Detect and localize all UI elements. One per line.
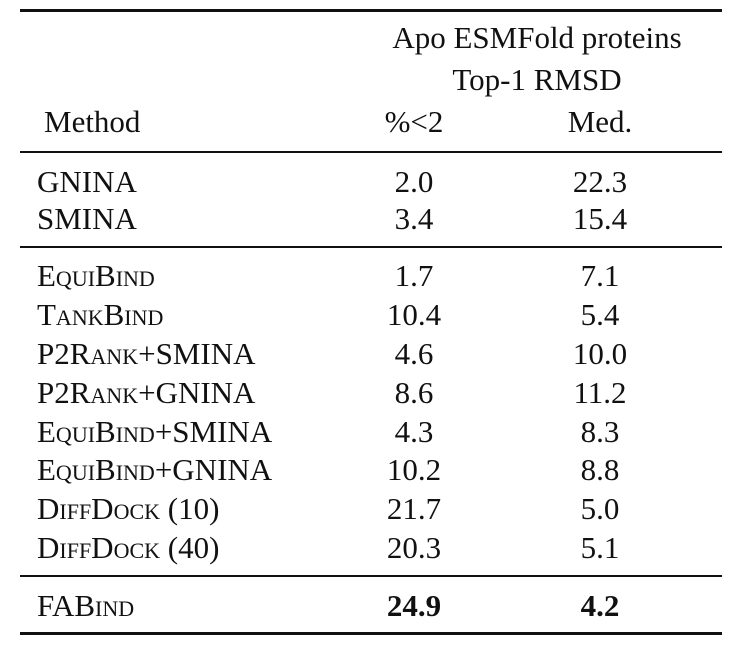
row-med: 8.3 [580, 414, 620, 449]
row-med: 11.2 [573, 375, 627, 410]
row-med: 5.4 [580, 297, 620, 332]
row-pct: 4.6 [394, 336, 434, 371]
row-method: P2Rank+SMINA [37, 336, 256, 371]
row-med: 8.8 [580, 452, 620, 487]
bottom-rule [20, 632, 722, 635]
group-subtitle: Top-1 RMSD [452, 62, 622, 97]
row-pct: 10.2 [386, 452, 442, 487]
row-med: 10.0 [572, 336, 628, 371]
group-rule [20, 246, 722, 248]
row-med: 15.4 [572, 201, 628, 236]
row-pct: 3.4 [394, 201, 434, 236]
row-method: GNINA [37, 164, 137, 199]
row-pct: 2.0 [394, 164, 434, 199]
row-pct: 4.3 [394, 414, 434, 449]
row-method: SMINA [37, 201, 137, 236]
row-med: 22.3 [572, 164, 628, 199]
group-rule [20, 575, 722, 577]
row-pct: 24.9 [386, 588, 442, 623]
header-rule [20, 151, 722, 153]
row-med: 5.1 [580, 530, 620, 565]
row-pct: 1.7 [394, 258, 434, 293]
row-pct: 10.4 [386, 297, 442, 332]
row-pct: 21.7 [386, 491, 442, 526]
row-method: FABind [37, 588, 135, 623]
row-method: EquiBind [37, 258, 155, 293]
row-method: DiffDock (40) [37, 530, 220, 565]
row-method: EquiBind+SMINA [37, 414, 273, 449]
row-med: 7.1 [580, 258, 620, 293]
pct-header: %<2 [384, 104, 444, 139]
row-method: P2Rank+GNINA [37, 375, 256, 410]
top-rule [20, 9, 722, 12]
row-med: 5.0 [580, 491, 620, 526]
row-method: TankBind [37, 297, 164, 332]
row-method: EquiBind+GNINA [37, 452, 273, 487]
row-pct: 8.6 [394, 375, 434, 410]
row-method: DiffDock (10) [37, 491, 220, 526]
row-pct: 20.3 [386, 530, 442, 565]
method-header: Method [44, 104, 141, 139]
group-title: Apo ESMFold proteins [392, 20, 682, 55]
median-header: Med. [567, 104, 633, 139]
row-med: 4.2 [580, 588, 620, 623]
